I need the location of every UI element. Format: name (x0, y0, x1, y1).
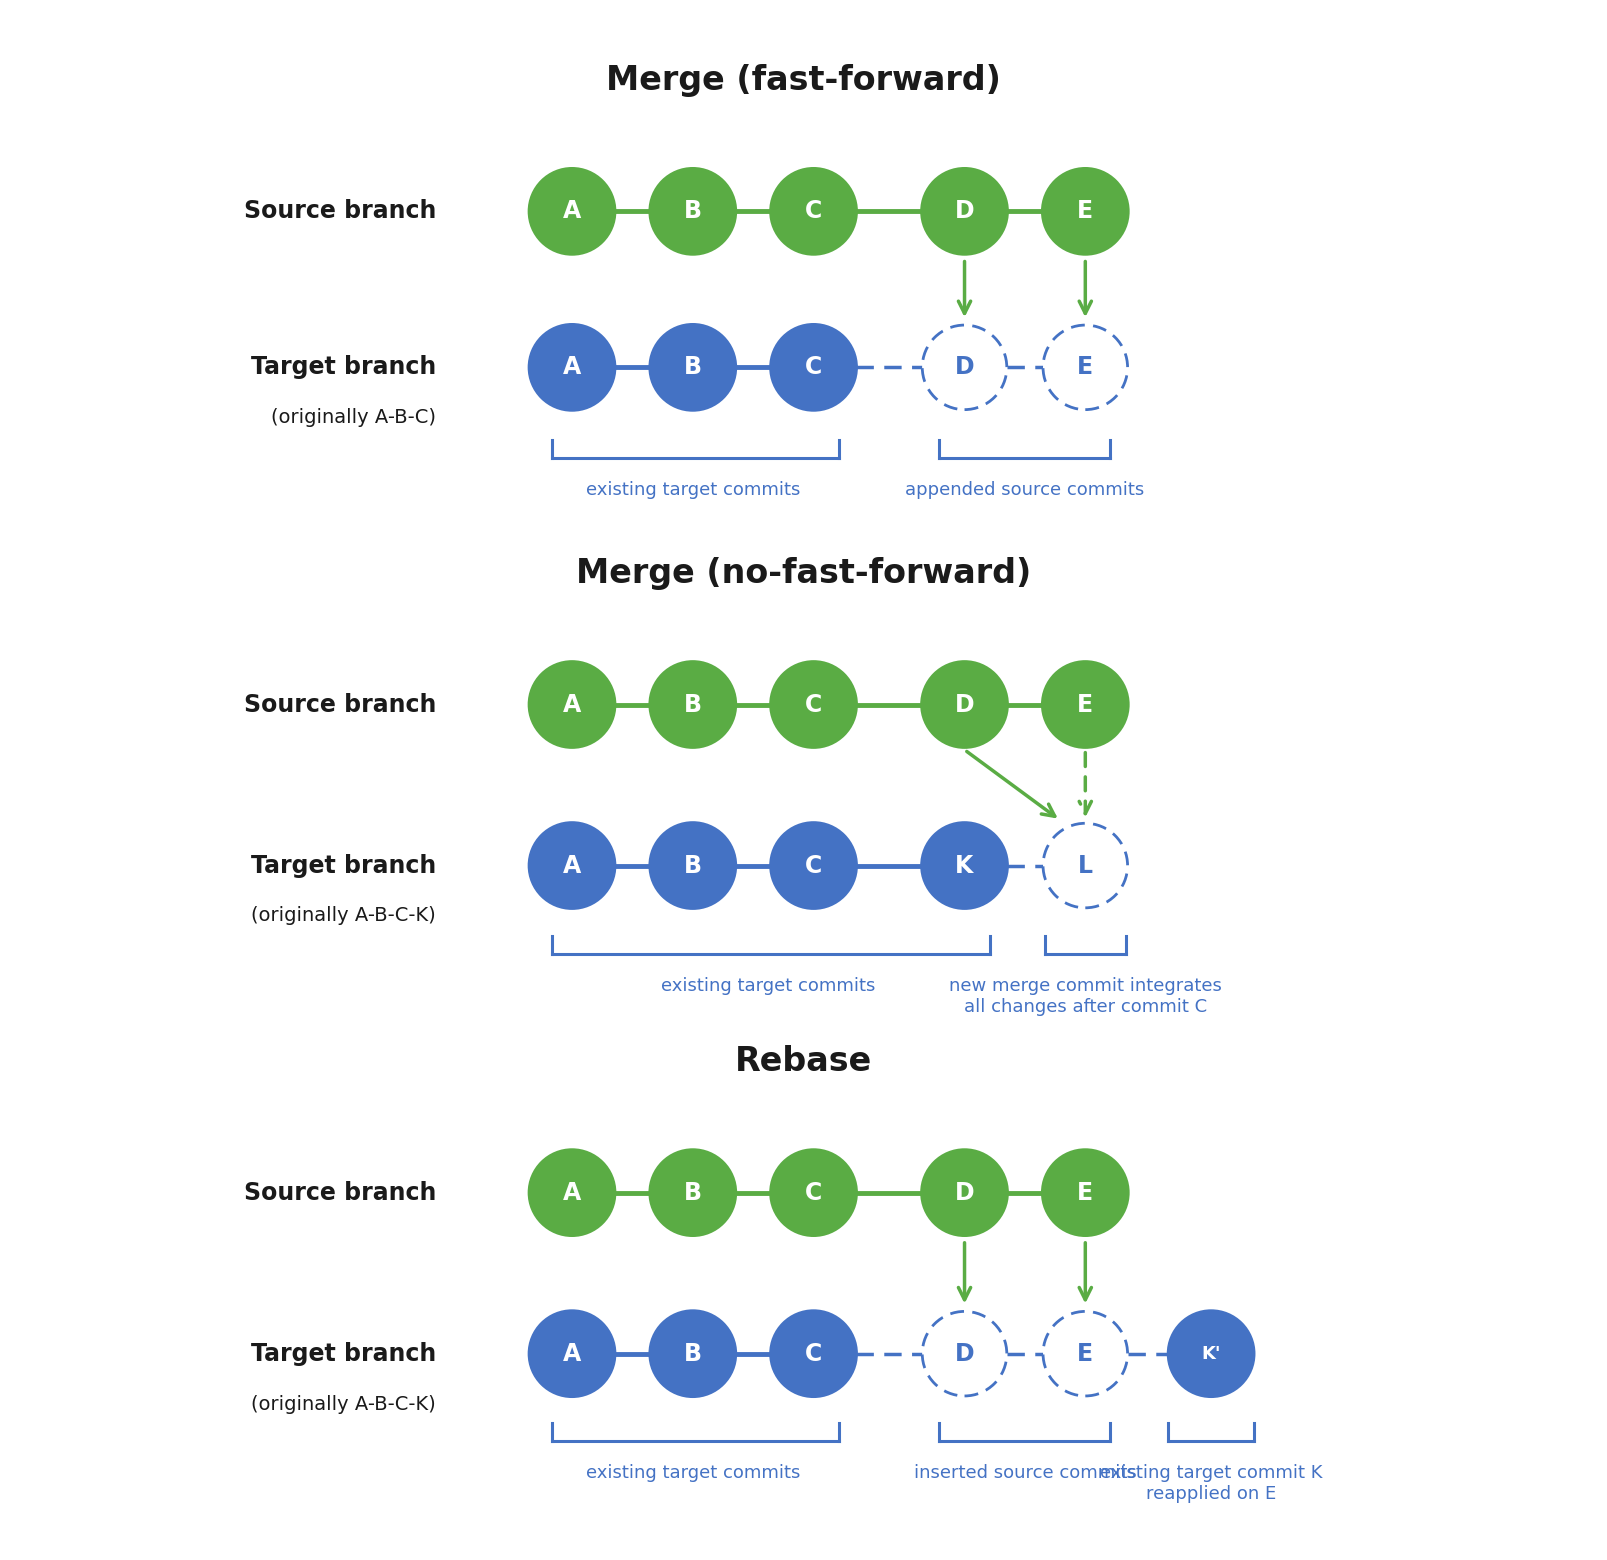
Text: E: E (1077, 1181, 1093, 1204)
Circle shape (771, 324, 857, 410)
Text: Source branch: Source branch (244, 200, 435, 223)
Circle shape (530, 824, 614, 908)
Text: appended source commits: appended source commits (905, 480, 1144, 499)
Text: E: E (1077, 200, 1093, 223)
Circle shape (651, 168, 734, 254)
Text: K: K (955, 853, 974, 878)
Text: L: L (1078, 853, 1093, 878)
Circle shape (651, 1150, 734, 1236)
Circle shape (1043, 1312, 1128, 1396)
Circle shape (1043, 1150, 1128, 1236)
Circle shape (1168, 1312, 1253, 1396)
Text: A: A (562, 693, 582, 716)
Circle shape (1043, 168, 1128, 254)
Circle shape (1043, 324, 1128, 410)
Text: existing target commits: existing target commits (660, 977, 876, 995)
Text: A: A (562, 356, 582, 379)
Text: K': K' (1202, 1345, 1221, 1363)
Text: D: D (955, 200, 974, 223)
Text: B: B (685, 693, 702, 716)
Text: E: E (1077, 356, 1093, 379)
Text: Target branch: Target branch (251, 853, 435, 878)
Circle shape (530, 1150, 614, 1236)
Circle shape (922, 1150, 1008, 1236)
Text: C: C (805, 1342, 823, 1365)
Circle shape (771, 168, 857, 254)
Text: C: C (805, 1181, 823, 1204)
Circle shape (651, 324, 734, 410)
Text: Target branch: Target branch (251, 356, 435, 379)
Circle shape (530, 168, 614, 254)
Text: (originally A-B-C-K): (originally A-B-C-K) (251, 1395, 435, 1413)
Circle shape (922, 663, 1008, 747)
Circle shape (922, 168, 1008, 254)
Text: Source branch: Source branch (244, 1181, 435, 1204)
Circle shape (651, 663, 734, 747)
Circle shape (530, 324, 614, 410)
Circle shape (530, 1312, 614, 1396)
Circle shape (922, 1312, 1008, 1396)
Text: Merge (fast-forward): Merge (fast-forward) (606, 64, 1001, 97)
Text: B: B (685, 200, 702, 223)
Circle shape (771, 1312, 857, 1396)
Text: (originally A-B-C): (originally A-B-C) (272, 409, 435, 427)
Text: Rebase: Rebase (734, 1045, 873, 1078)
Circle shape (1043, 663, 1128, 747)
Circle shape (1043, 824, 1128, 908)
Text: inserted source commits: inserted source commits (913, 1465, 1136, 1482)
Text: A: A (562, 853, 582, 878)
Text: E: E (1077, 693, 1093, 716)
Circle shape (922, 824, 1008, 908)
Text: Source branch: Source branch (244, 693, 435, 716)
Text: A: A (562, 200, 582, 223)
Text: Merge (no-fast-forward): Merge (no-fast-forward) (575, 557, 1032, 590)
Text: (originally A-B-C-K): (originally A-B-C-K) (251, 906, 435, 925)
Circle shape (922, 324, 1008, 410)
Text: C: C (805, 853, 823, 878)
Text: Target branch: Target branch (251, 1342, 435, 1365)
Circle shape (771, 663, 857, 747)
Text: existing target commit K
reapplied on E: existing target commit K reapplied on E (1099, 1465, 1323, 1504)
Circle shape (530, 663, 614, 747)
Circle shape (651, 1312, 734, 1396)
Circle shape (651, 824, 734, 908)
Text: B: B (685, 356, 702, 379)
Text: E: E (1077, 1342, 1093, 1365)
Text: D: D (955, 1181, 974, 1204)
Text: B: B (685, 853, 702, 878)
Text: C: C (805, 200, 823, 223)
Text: existing target commits: existing target commits (585, 1465, 800, 1482)
Text: B: B (685, 1342, 702, 1365)
Circle shape (771, 824, 857, 908)
Circle shape (771, 1150, 857, 1236)
Text: A: A (562, 1181, 582, 1204)
Text: B: B (685, 1181, 702, 1204)
Text: new merge commit integrates
all changes after commit C: new merge commit integrates all changes … (948, 977, 1221, 1016)
Text: D: D (955, 1342, 974, 1365)
Text: D: D (955, 356, 974, 379)
Text: existing target commits: existing target commits (585, 480, 800, 499)
Text: D: D (955, 693, 974, 716)
Text: C: C (805, 356, 823, 379)
Text: C: C (805, 693, 823, 716)
Text: A: A (562, 1342, 582, 1365)
